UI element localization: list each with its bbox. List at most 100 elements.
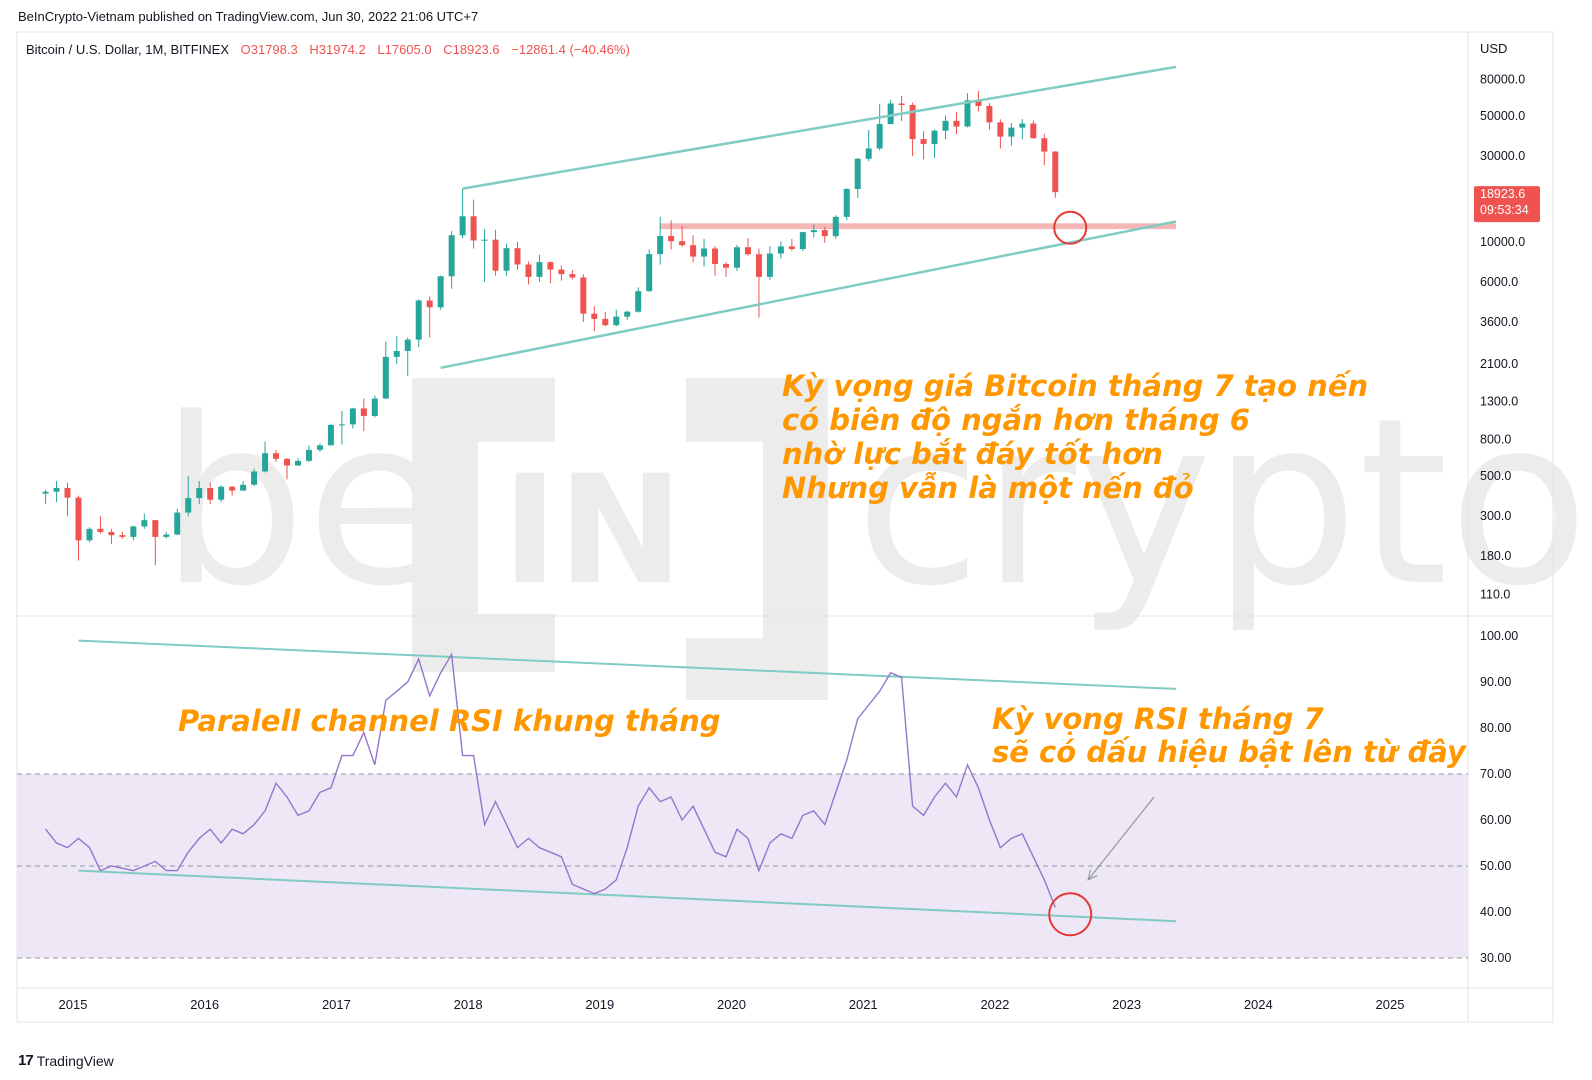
rsi-annotation-right-line-2: sẽ có dấu hiệu bật lên từ đây [992, 735, 1467, 769]
candle-up [262, 453, 269, 472]
candle-up [437, 276, 444, 308]
price-annotation-line-1: Kỳ vọng giá Bitcoin tháng 7 tạo nến [782, 369, 1368, 403]
candle-up [130, 526, 137, 537]
candle-up [338, 424, 345, 426]
price-tick-label: 6000.0 [1480, 275, 1518, 289]
candle-up [459, 216, 466, 236]
candle-up [86, 528, 93, 541]
annotation-marks [1048, 210, 1155, 937]
candle-up [777, 246, 784, 254]
lower-channel [440, 220, 1177, 370]
x-tick-label: 2024 [1244, 997, 1273, 1012]
candle-down [360, 408, 367, 416]
price-tick-label: 1300.0 [1480, 394, 1518, 408]
candle-down [712, 248, 719, 264]
candle-up [865, 148, 872, 159]
candles-layer [42, 91, 1059, 566]
candle-up [316, 445, 323, 450]
candle-down [1030, 123, 1037, 139]
candle-up [942, 120, 949, 131]
y-axis-title: USD [1480, 41, 1507, 56]
rsi-annotations: Paralell channel RSI khung tháng Kỳ vọng… [178, 702, 1467, 769]
rsi-tick-label: 60.00 [1480, 813, 1511, 827]
candle-down [744, 247, 751, 255]
candle-down [273, 453, 280, 459]
candle-up [503, 248, 510, 271]
ohlc-close: C18923.6 [443, 42, 499, 57]
candle-down [953, 120, 960, 127]
watermark-bracket-left [412, 378, 555, 672]
x-tick-label: 2025 [1376, 997, 1405, 1012]
candle-up [393, 350, 400, 357]
tradingview-footer: 17 TradingView [18, 1052, 114, 1069]
candle-down [108, 531, 115, 536]
candle-up [854, 158, 861, 189]
x-tick-label: 2020 [717, 997, 746, 1012]
price-trendlines [440, 65, 1177, 370]
candle-down [229, 486, 236, 491]
candle-down [986, 105, 993, 123]
candle-down [152, 520, 159, 537]
candle-up [240, 484, 247, 491]
candle-down [602, 318, 609, 326]
rsi-tick-label: 50.00 [1480, 859, 1511, 873]
candle-down [690, 245, 697, 257]
candle-down [580, 277, 587, 314]
price-tick-label: 300.0 [1480, 509, 1511, 523]
x-tick-label: 2022 [980, 997, 1009, 1012]
candle-down [207, 487, 214, 500]
candle-down [898, 103, 905, 105]
last-price-value: 18923.6 [1480, 187, 1525, 201]
candle-down [997, 122, 1004, 137]
candle-up [382, 356, 389, 399]
last-price-tag: 18923.6 09:53:34 [1474, 186, 1540, 223]
price-annotation-line-2: có biên độ ngắn hơn tháng 6 [782, 403, 1250, 437]
rsi-tick-label: 70.00 [1480, 767, 1511, 781]
candle-down [723, 263, 730, 268]
rsi-tick-label: 40.00 [1480, 905, 1511, 919]
candle-down [755, 254, 762, 277]
candle-up [887, 103, 894, 125]
candle-up [305, 449, 312, 461]
candle-up [404, 339, 411, 351]
rsi-upper-channel [78, 639, 1177, 690]
candle-up [218, 486, 225, 500]
price-circle-marker [1053, 210, 1088, 245]
x-tick-label: 2015 [59, 997, 88, 1012]
ohlc-high: H31974.2 [309, 42, 365, 57]
candle-down [668, 235, 675, 242]
upper-channel [462, 65, 1177, 190]
candle-down [920, 139, 927, 145]
candle-down [492, 239, 499, 271]
candle-up [174, 512, 181, 535]
price-tick-label: 180.0 [1480, 549, 1511, 563]
candle-down [788, 246, 795, 250]
candle-up [294, 460, 301, 466]
price-tick-label: 50000.0 [1480, 109, 1525, 123]
support-band [660, 223, 1176, 230]
price-annotation-line-4: Nhưng vẫn là một nến đỏ [782, 471, 1194, 505]
candle-up [964, 100, 971, 127]
candle-down [119, 535, 126, 537]
candle-down [975, 100, 982, 106]
candle-up [657, 235, 664, 255]
candle-up [536, 262, 543, 277]
ohlc-change: −12861.4 (−40.46%) [511, 42, 630, 57]
candle-down [1052, 151, 1059, 193]
rsi-arrow-shaft [1087, 796, 1155, 881]
candle-down [679, 241, 686, 246]
x-axis-ticks: 2015 2016 2017 2018 2019 2020 2021 2022 2023 2024… [59, 997, 1405, 1012]
price-tick-label: 2100.0 [1480, 357, 1518, 371]
candle-up [327, 424, 334, 446]
candle-up [701, 248, 708, 257]
rsi-circle-marker [1048, 892, 1093, 937]
ohlc-open: O31798.3 [241, 42, 298, 57]
price-tick-label: 80000.0 [1480, 72, 1525, 86]
bar-countdown: 09:53:34 [1480, 203, 1529, 217]
candle-up [141, 520, 148, 527]
candle-up [646, 254, 653, 292]
candle-down [547, 262, 554, 270]
tradingview-logo-icon: 17 [18, 1052, 34, 1069]
candle-down [64, 487, 71, 498]
